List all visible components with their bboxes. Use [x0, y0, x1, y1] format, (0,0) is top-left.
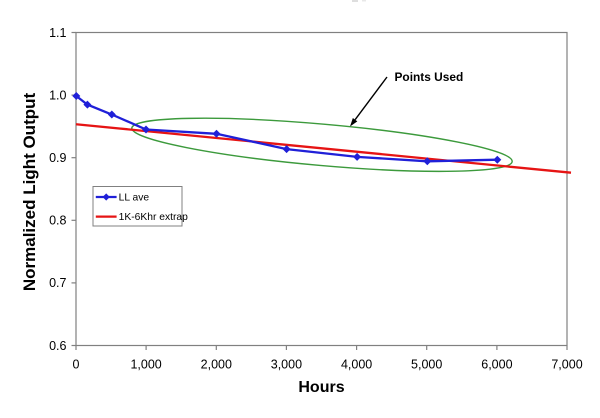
svg-text:1,000: 1,000 [130, 358, 161, 372]
svg-text:5,000: 5,000 [411, 358, 442, 372]
svg-text:1K-6Khr extrap: 1K-6Khr extrap [119, 212, 189, 223]
svg-text:0.8: 0.8 [49, 214, 66, 228]
svg-text:1.1: 1.1 [49, 26, 66, 40]
svg-text:4,000: 4,000 [341, 358, 372, 372]
svg-text:6,000: 6,000 [481, 358, 512, 372]
svg-text:3,000: 3,000 [271, 358, 302, 372]
svg-text:Points Used: Points Used [395, 70, 464, 84]
svg-text:7,000: 7,000 [551, 358, 582, 372]
svg-text:1.0: 1.0 [49, 88, 66, 102]
svg-text:0.9: 0.9 [49, 151, 66, 165]
svg-text:2,000: 2,000 [201, 358, 232, 372]
svg-text:0.6: 0.6 [49, 339, 66, 353]
svg-text:LL ave: LL ave [119, 193, 150, 204]
svg-text:0: 0 [73, 358, 80, 372]
svg-text:0.7: 0.7 [49, 276, 66, 290]
svg-text:Hours: Hours [298, 379, 344, 396]
svg-text:Normalized Light Output: Normalized Light Output [20, 93, 39, 292]
